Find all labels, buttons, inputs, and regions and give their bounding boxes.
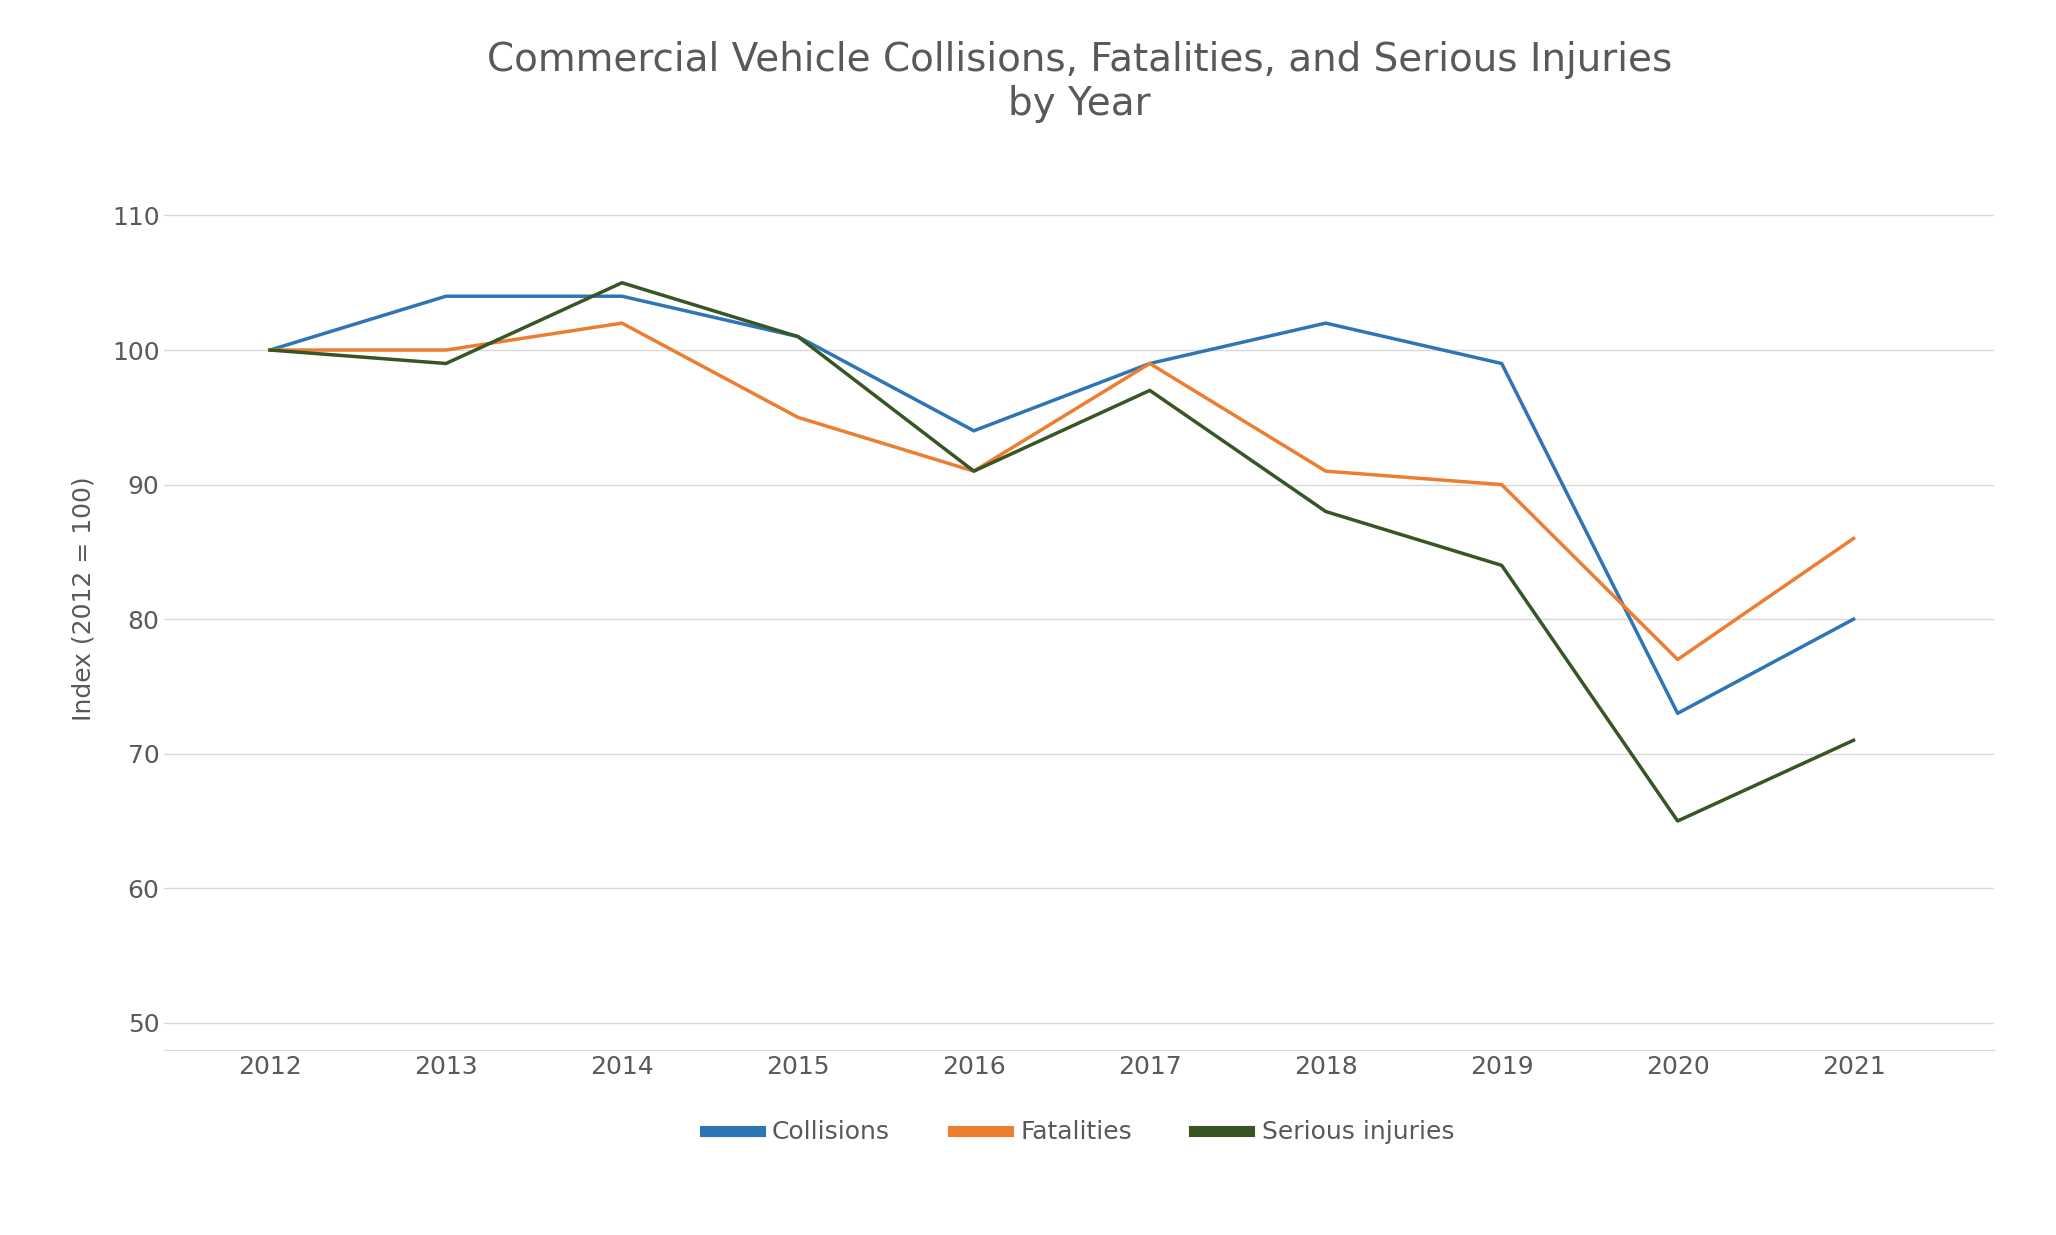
Collisions	[1137, 356, 1162, 370]
Fatalities	[1489, 477, 1513, 492]
Serious injuries	[1314, 504, 1338, 519]
Fatalities	[257, 342, 282, 357]
Collisions	[1842, 611, 1867, 626]
Serious injuries	[257, 342, 282, 357]
Collisions	[609, 289, 633, 304]
Collisions	[257, 342, 282, 357]
Collisions	[1489, 356, 1513, 370]
Fatalities	[1842, 531, 1867, 546]
Fatalities	[1665, 652, 1690, 667]
Line: Collisions: Collisions	[269, 296, 1855, 714]
Fatalities	[962, 463, 987, 478]
Line: Fatalities: Fatalities	[269, 324, 1855, 659]
Legend: Collisions, Fatalities, Serious injuries: Collisions, Fatalities, Serious injuries	[695, 1110, 1464, 1155]
Collisions	[1314, 316, 1338, 331]
Fatalities	[785, 410, 810, 425]
Collisions	[785, 330, 810, 345]
Line: Serious injuries: Serious injuries	[269, 283, 1855, 821]
Title: Commercial Vehicle Collisions, Fatalities, and Serious Injuries
by Year: Commercial Vehicle Collisions, Fatalitie…	[487, 41, 1672, 122]
Serious injuries	[434, 356, 458, 370]
Fatalities	[609, 316, 633, 331]
Serious injuries	[785, 330, 810, 345]
Collisions	[962, 424, 987, 438]
Collisions	[1665, 706, 1690, 721]
Serious injuries	[1489, 558, 1513, 573]
Fatalities	[1137, 356, 1162, 370]
Y-axis label: Index (2012 = 100): Index (2012 = 100)	[72, 477, 95, 721]
Serious injuries	[1137, 383, 1162, 398]
Serious injuries	[609, 275, 633, 290]
Fatalities	[434, 342, 458, 357]
Collisions	[434, 289, 458, 304]
Serious injuries	[1842, 732, 1867, 747]
Serious injuries	[962, 463, 987, 478]
Fatalities	[1314, 463, 1338, 478]
Serious injuries	[1665, 814, 1690, 829]
